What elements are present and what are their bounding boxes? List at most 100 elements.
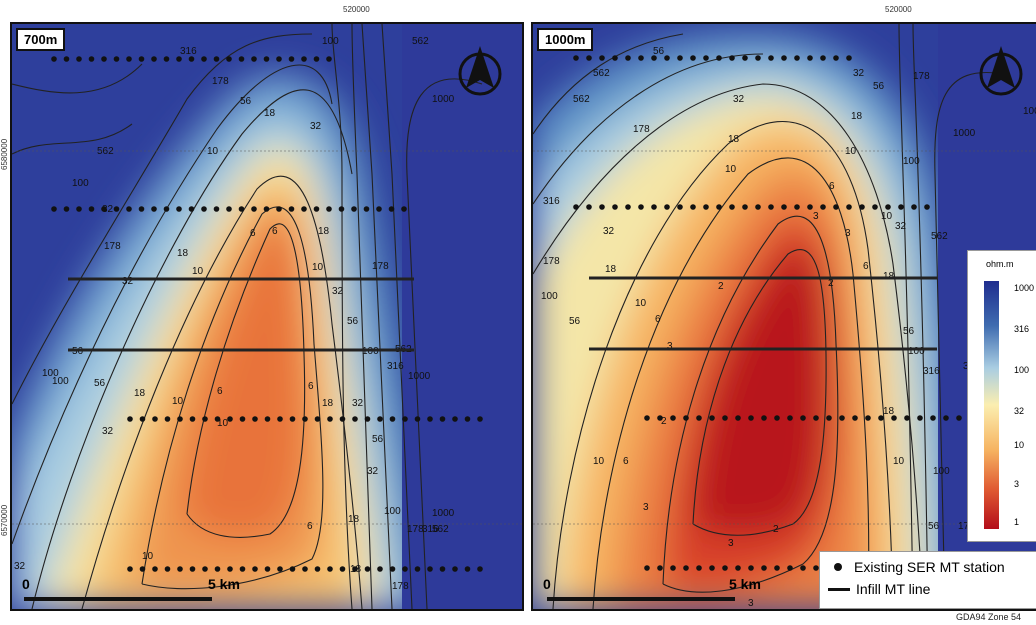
mt-station [781, 55, 787, 61]
mt-station [51, 56, 57, 62]
contour-label: 18 [728, 134, 740, 145]
mt-station [326, 206, 332, 212]
contour-label: 6 [863, 261, 869, 272]
mt-station [820, 204, 826, 210]
contour-label: 100 [933, 466, 950, 477]
mt-station [427, 566, 433, 572]
depth-label: 1000m [537, 28, 594, 51]
easting-label-left: 520000 [343, 5, 370, 14]
mt-station [201, 206, 207, 212]
mt-station [670, 415, 676, 421]
mt-station [690, 55, 696, 61]
contour-label: 100 [384, 506, 401, 517]
mt-station [402, 416, 408, 422]
mt-station [670, 565, 676, 571]
mt-station [872, 204, 878, 210]
mt-station [289, 566, 296, 572]
contour-label: 178 [633, 124, 650, 135]
key-station-label: Existing SER MT station [854, 559, 1005, 575]
contour-label: 32 [102, 204, 114, 215]
mt-station [644, 565, 650, 571]
contour-label: 56 [653, 46, 665, 57]
contour-label: 100 [903, 156, 920, 167]
contour-label: 100 [52, 376, 69, 387]
contour-label: 32 [895, 221, 907, 232]
mt-station [755, 204, 761, 210]
mt-station [755, 55, 761, 61]
mt-station [189, 566, 196, 572]
mt-station [377, 566, 383, 572]
mt-station [202, 566, 208, 572]
contour-label: 10 [217, 418, 229, 429]
contour-label: 6 [623, 456, 629, 467]
mt-station [852, 415, 858, 421]
contour-label: 316 [387, 361, 404, 372]
contour-label: 562 [432, 524, 449, 535]
contour-label: 10 [207, 146, 219, 157]
contour-label: 562 [931, 231, 948, 242]
contour-label: 3 [748, 598, 754, 609]
mt-station [213, 206, 220, 212]
mt-station [787, 565, 793, 571]
mt-station [826, 415, 832, 421]
mt-station [800, 415, 806, 421]
mt-station [51, 206, 57, 212]
mt-station [414, 416, 421, 422]
mt-station [813, 565, 819, 571]
contour-label: 6 [272, 226, 278, 237]
mt-station [363, 206, 370, 212]
mt-station [586, 204, 592, 210]
mt-station [388, 206, 395, 212]
mt-station [263, 56, 270, 62]
mt-station [477, 416, 483, 422]
mt-station [101, 56, 107, 62]
mt-station [76, 206, 82, 212]
mt-station [252, 416, 258, 422]
mt-station [302, 416, 308, 422]
mt-station [904, 415, 910, 421]
mt-station [930, 415, 936, 421]
mt-station [664, 204, 670, 210]
mt-station [761, 415, 767, 421]
mt-station [63, 206, 70, 212]
mt-station [151, 56, 157, 62]
mt-station [188, 56, 195, 62]
contour-label: 32 [102, 426, 114, 437]
mt-station [113, 56, 120, 62]
contour-label: 32 [332, 286, 344, 297]
mt-station [477, 566, 483, 572]
mt-station [690, 204, 696, 210]
contour-label: 178 [372, 261, 389, 272]
contour-label: 100 [541, 291, 558, 302]
contour-label: 1000 [432, 94, 455, 105]
mt-station [389, 566, 396, 572]
mt-station [683, 565, 689, 571]
contour-label: 56 [903, 326, 915, 337]
contour-label: 32 [14, 561, 26, 572]
mt-station [138, 206, 145, 212]
mt-station [716, 55, 722, 61]
mt-station [898, 204, 904, 210]
mt-station [127, 566, 133, 572]
mt-station [625, 204, 631, 210]
contour-label: 10 [893, 456, 905, 467]
contour-label: 562 [593, 68, 610, 79]
mt-station [402, 566, 408, 572]
contour-label: 56 [347, 316, 359, 327]
scale-label: 5 km [208, 576, 240, 592]
map-panel-700m: 316 178 56 100 562 1000 18 32 10 6 562 1… [10, 22, 524, 611]
mt-station [176, 56, 182, 62]
contour-label: 18 [883, 406, 895, 417]
contour-label: 2 [718, 281, 724, 292]
mt-station [464, 416, 471, 422]
contour-label: 6 [829, 181, 835, 192]
mt-station [742, 204, 748, 210]
mt-station [339, 566, 346, 572]
contour-label: 178 [958, 521, 975, 532]
mt-station [748, 565, 754, 571]
mt-station [677, 204, 683, 210]
contour-label: 6 [655, 314, 661, 325]
mt-station [787, 415, 793, 421]
mt-station [917, 415, 923, 421]
mt-station [301, 56, 307, 62]
